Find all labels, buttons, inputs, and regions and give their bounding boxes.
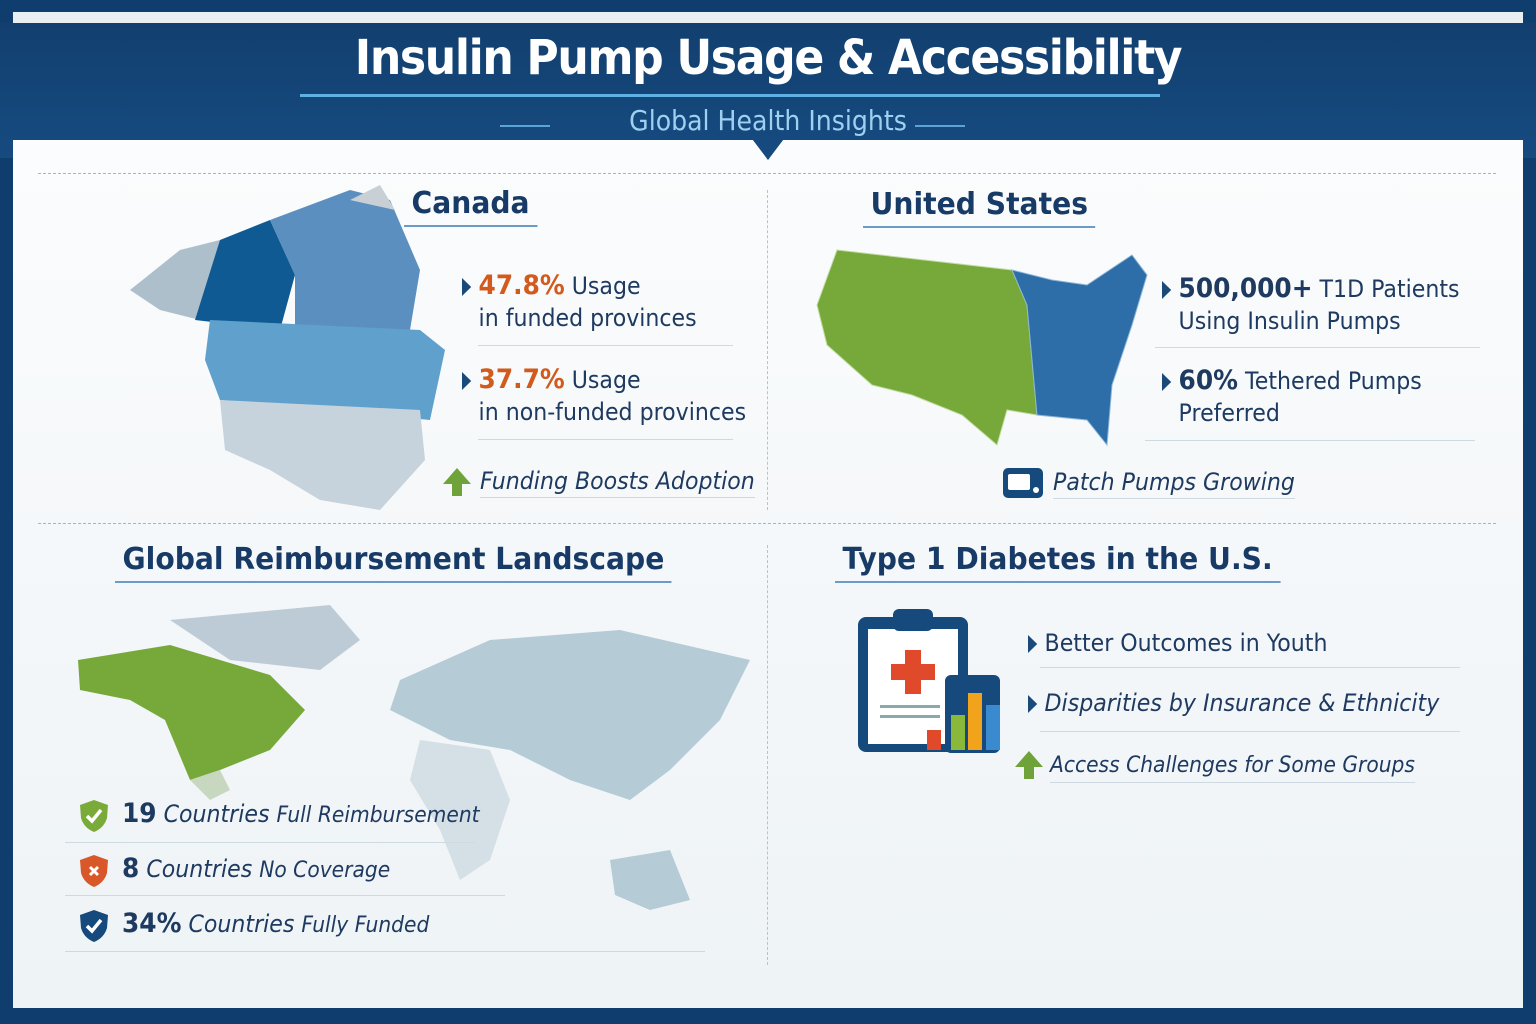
divider-vertical-top [767,190,768,510]
us-stat-tethered: 60% Tethered Pumps Preferred [1162,365,1422,429]
patch-pump-icon [1003,468,1043,498]
item-text: Disparities by Insurance & Ethnicity [1044,689,1440,717]
stat-label: Usage [571,366,641,394]
bullet-triangle-icon [1162,281,1172,299]
item-value: 34% [122,908,182,939]
canada-note: Funding Boosts Adoption [480,465,755,498]
us-stat-patients: 500,000+ T1D Patients Using Insulin Pumps [1162,273,1459,337]
stat-detail: Preferred [1178,399,1280,427]
stat-detail: in funded provinces [478,304,697,332]
us-title: United States [863,187,1096,228]
bullet-triangle-icon [462,372,472,390]
rule [1040,731,1460,732]
item-value: 19 [122,798,157,829]
rule [1040,667,1460,668]
subtitle-line-left [500,125,550,127]
t1d-title: Type 1 Diabetes in the U.S. [835,542,1281,583]
rule [1155,347,1480,348]
page-title: Insulin Pump Usage & Accessibility [354,30,1183,86]
world-map [78,605,750,910]
global-title: Global Reimbursement Landscape [115,542,672,583]
rule [1145,440,1475,441]
stat-label: Tethered Pumps [1245,367,1422,395]
t1d-item-youth: Better Outcomes in Youth [1028,627,1327,659]
rule [478,345,733,346]
canada-map [130,185,445,510]
canada-stat-nonfunded: 37.7% Usage in non-funded provinces [462,364,746,428]
top-border [13,12,1523,23]
divider-top [38,173,1496,174]
bullet-triangle-icon [462,278,472,296]
item-text: Better Outcomes in Youth [1044,629,1328,657]
header-banner [0,23,1536,158]
us-map [816,249,1148,447]
rule [478,439,733,440]
canada-title: Canada [404,186,538,227]
us-note: Patch Pumps Growing [1053,466,1295,499]
title-underline [300,94,1160,97]
stat-label: T1D Patients [1319,275,1460,303]
item-value: 8 [122,853,140,884]
bullet-triangle-icon [1162,373,1172,391]
divider-middle [38,523,1496,524]
item-label: Countries [146,855,253,883]
canada-stat-funded: 47.8% Usage in funded provinces [462,270,697,334]
subtitle-line-right [915,125,965,127]
stat-detail: in non-funded provinces [478,398,747,426]
stat-value: 47.8% [478,270,565,301]
rule [65,842,475,843]
t1d-item-access: Access Challenges for Some Groups [1050,750,1415,783]
shield-check-icon [80,800,108,832]
stat-value: 37.7% [478,364,565,395]
rule [65,895,505,896]
bullet-triangle-icon [1028,695,1038,713]
item-detail: Full Reimbursement [276,803,480,828]
item-label: Countries [163,800,270,828]
shield-x-icon [80,855,108,887]
item-detail: Fully Funded [301,913,430,938]
global-item-no-coverage: 8 Countries No Coverage [122,853,390,887]
rule [65,951,705,952]
stat-detail: Using Insulin Pumps [1178,307,1401,335]
stat-value: 500,000+ [1178,273,1313,304]
up-arrow-icon [1015,751,1043,779]
item-detail: No Coverage [259,858,391,883]
clipboard-chart-icon [858,609,1000,753]
shield-check-icon [80,910,108,942]
page-subtitle: Global Health Insights [629,104,907,137]
item-label: Countries [188,910,295,938]
stat-value: 60% [1178,365,1239,396]
divider-vertical-bottom [767,545,768,965]
t1d-item-disparities: Disparities by Insurance & Ethnicity [1028,687,1439,719]
global-item-full-reimbursement: 19 Countries Full Reimbursement [122,798,480,832]
stat-label: Usage [571,272,641,300]
bullet-triangle-icon [1028,635,1038,653]
up-arrow-icon [443,468,471,496]
global-item-fully-funded: 34% Countries Fully Funded [122,908,429,942]
